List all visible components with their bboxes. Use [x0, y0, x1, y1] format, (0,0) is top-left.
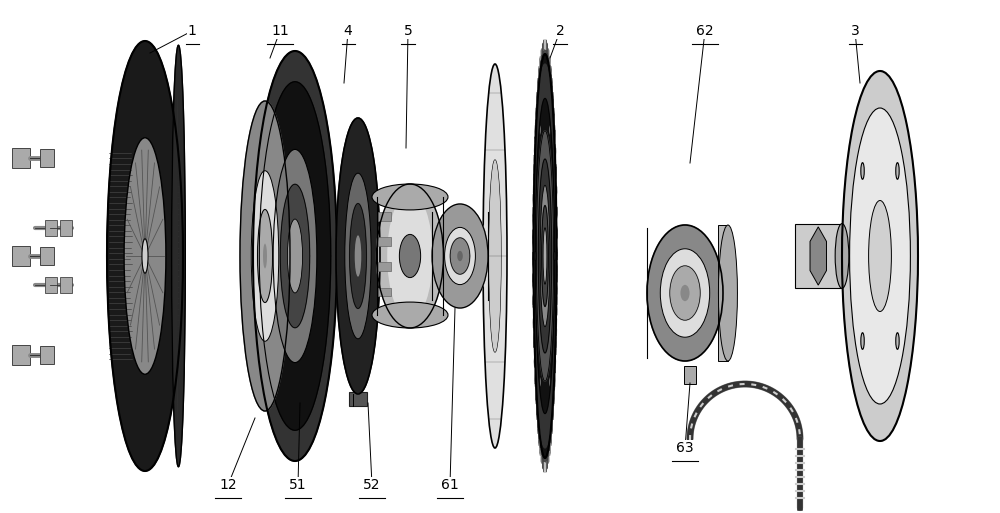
Bar: [40, 247, 54, 265]
Text: 3: 3: [851, 24, 859, 38]
Polygon shape: [810, 227, 826, 285]
Text: 62: 62: [696, 24, 714, 38]
Ellipse shape: [835, 224, 849, 288]
Polygon shape: [538, 159, 552, 353]
Text: 51: 51: [289, 478, 307, 492]
Ellipse shape: [861, 163, 864, 180]
Ellipse shape: [345, 173, 371, 339]
Ellipse shape: [124, 138, 166, 374]
Bar: [378, 288, 391, 297]
Polygon shape: [280, 184, 310, 328]
Polygon shape: [377, 184, 443, 328]
Ellipse shape: [718, 225, 737, 361]
Polygon shape: [670, 266, 700, 320]
Ellipse shape: [539, 125, 541, 135]
Ellipse shape: [445, 227, 475, 285]
Polygon shape: [536, 131, 554, 381]
Bar: [12, 148, 30, 168]
Ellipse shape: [263, 244, 267, 268]
Ellipse shape: [877, 71, 886, 441]
Text: 61: 61: [441, 478, 459, 492]
Ellipse shape: [387, 193, 433, 320]
Text: 1: 1: [188, 24, 196, 38]
Polygon shape: [350, 204, 366, 308]
Bar: [378, 263, 391, 271]
Polygon shape: [240, 101, 290, 411]
Polygon shape: [259, 82, 331, 430]
Bar: [40, 149, 54, 167]
Ellipse shape: [399, 234, 421, 278]
Ellipse shape: [549, 377, 551, 387]
Bar: [12, 246, 30, 266]
Text: 2: 2: [556, 24, 564, 38]
Bar: [349, 392, 367, 406]
Text: 5: 5: [404, 24, 412, 38]
Polygon shape: [542, 206, 548, 306]
Polygon shape: [647, 225, 723, 361]
Text: 4: 4: [344, 24, 352, 38]
Ellipse shape: [483, 64, 507, 448]
Polygon shape: [535, 98, 555, 413]
Bar: [45, 220, 57, 236]
Ellipse shape: [549, 125, 551, 135]
Ellipse shape: [850, 108, 910, 404]
Bar: [378, 212, 391, 221]
Bar: [795, 224, 842, 288]
Polygon shape: [842, 71, 918, 441]
Bar: [12, 345, 30, 365]
Ellipse shape: [660, 249, 710, 337]
Bar: [718, 225, 728, 361]
Ellipse shape: [457, 251, 463, 261]
Ellipse shape: [273, 149, 317, 363]
Text: 11: 11: [271, 24, 289, 38]
Polygon shape: [450, 238, 470, 274]
Bar: [60, 220, 72, 236]
Polygon shape: [258, 209, 272, 303]
Ellipse shape: [554, 251, 555, 261]
Polygon shape: [253, 51, 337, 461]
Ellipse shape: [355, 235, 361, 277]
Ellipse shape: [253, 51, 337, 461]
Ellipse shape: [142, 239, 148, 273]
Bar: [45, 277, 57, 293]
Ellipse shape: [535, 251, 536, 261]
Ellipse shape: [240, 101, 290, 411]
Ellipse shape: [647, 225, 723, 361]
Bar: [684, 366, 696, 384]
Ellipse shape: [533, 54, 557, 458]
Ellipse shape: [842, 71, 918, 441]
Text: 52: 52: [363, 478, 381, 492]
Ellipse shape: [680, 285, 690, 301]
Ellipse shape: [251, 171, 279, 341]
Polygon shape: [336, 118, 380, 394]
Bar: [60, 277, 72, 293]
Ellipse shape: [540, 185, 550, 327]
Polygon shape: [107, 41, 183, 471]
Ellipse shape: [539, 377, 541, 387]
Ellipse shape: [543, 228, 547, 284]
Ellipse shape: [861, 333, 864, 349]
Text: 12: 12: [219, 478, 237, 492]
Polygon shape: [533, 50, 557, 462]
Ellipse shape: [896, 163, 899, 180]
Bar: [378, 238, 391, 246]
Ellipse shape: [372, 184, 448, 210]
Ellipse shape: [372, 302, 448, 328]
Ellipse shape: [489, 160, 501, 352]
Bar: [40, 346, 54, 364]
Polygon shape: [432, 204, 488, 308]
Polygon shape: [172, 45, 185, 467]
Ellipse shape: [336, 118, 380, 394]
Ellipse shape: [869, 201, 891, 311]
Ellipse shape: [287, 219, 303, 293]
Ellipse shape: [896, 333, 899, 349]
Polygon shape: [533, 64, 557, 448]
Text: 63: 63: [676, 441, 694, 455]
Ellipse shape: [377, 184, 443, 328]
Ellipse shape: [432, 204, 488, 308]
